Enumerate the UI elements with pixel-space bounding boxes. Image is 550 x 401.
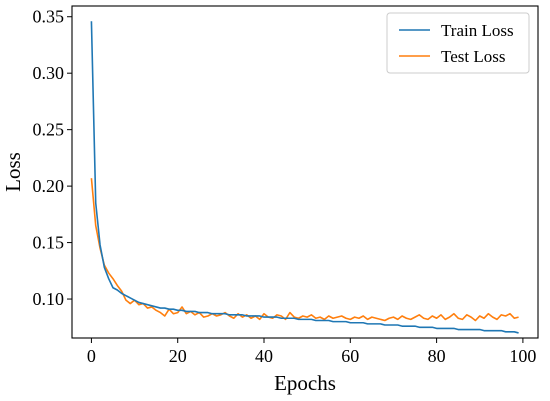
y-tick-label: 0.30 [33,63,65,83]
series-line-test-loss [90,178,519,322]
legend: Train Loss Test Loss [386,12,530,74]
y-axis-label: Loss [1,152,25,192]
x-axis: 0 20 40 60 80 100 [87,338,536,366]
y-tick-label: 0.25 [33,120,65,140]
x-axis-label: Epochs [274,371,336,395]
plot-frame [71,5,539,339]
x-tick-label: 60 [341,346,359,366]
x-tick-label: 0 [87,346,96,366]
x-tick-label: 80 [428,346,446,366]
series-line-train-loss [90,21,519,334]
legend-label-test: Test Loss [441,47,505,66]
y-tick-label: 0.35 [33,7,65,27]
legend-label-train: Train Loss [441,21,514,40]
y-axis: 0.10 0.15 0.20 0.25 0.30 0.35 [33,7,72,309]
y-tick-label: 0.10 [33,289,65,309]
y-tick-label: 0.15 [33,233,65,253]
x-tick-label: 100 [509,346,536,366]
x-tick-label: 40 [255,346,273,366]
y-tick-label: 0.20 [33,176,65,196]
plot-lines [90,21,519,334]
legend-frame [386,12,530,74]
x-tick-label: 20 [169,346,187,366]
